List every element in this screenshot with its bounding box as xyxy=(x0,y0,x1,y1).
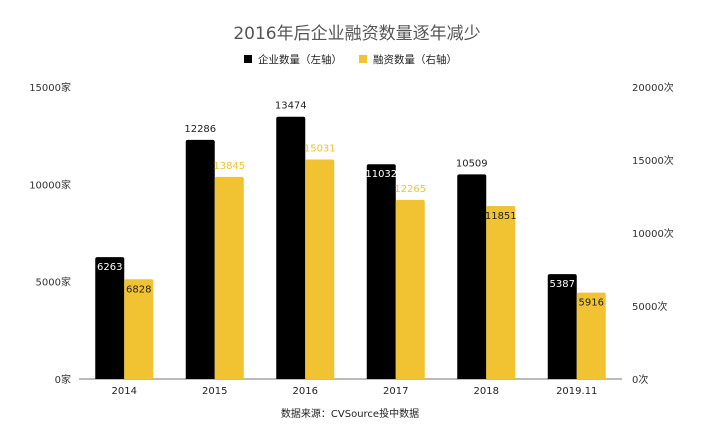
data-label-financings: 5916 xyxy=(579,298,604,309)
x-tick-label: 2016 xyxy=(293,386,318,397)
data-label-financings: 15031 xyxy=(304,144,336,155)
legend: 企业数量（左轴） 融资数量（右轴） xyxy=(244,53,457,66)
right-tick-label: 10000次 xyxy=(632,227,674,240)
bar-financings xyxy=(395,199,425,379)
x-tick-label: 2015 xyxy=(202,386,227,397)
x-axis: 2014 2015 2016 2017 2018 2019.11 xyxy=(112,386,598,397)
data-label-companies: 10509 xyxy=(456,158,488,169)
bar-companies xyxy=(366,164,396,379)
bar-financings xyxy=(214,176,244,379)
legend-swatch-financings xyxy=(359,55,367,63)
bar-financings xyxy=(576,292,606,379)
data-label-companies: 6263 xyxy=(97,262,122,273)
bar-companies xyxy=(185,139,215,379)
left-axis: 0家 5000家 10000家 15000家 xyxy=(29,81,71,386)
x-tick-label: 2018 xyxy=(474,386,499,397)
bar-financings xyxy=(124,279,154,379)
right-tick-label: 20000次 xyxy=(632,81,674,94)
bar-financings xyxy=(305,159,335,379)
bar-companies xyxy=(276,116,306,380)
right-axis: 0次 5000次 10000次 15000次 20000次 xyxy=(632,81,674,386)
data-label-financings: 6828 xyxy=(126,284,151,295)
right-tick-label: 5000次 xyxy=(632,300,667,313)
legend-label-financings: 融资数量（右轴） xyxy=(373,53,457,66)
left-tick-label: 10000家 xyxy=(29,178,71,191)
data-label-financings: 13845 xyxy=(213,161,245,172)
left-tick-label: 0家 xyxy=(55,373,71,386)
x-tick-label: 2014 xyxy=(112,386,137,397)
data-label-financings: 11851 xyxy=(485,211,517,222)
source-note: 数据来源：CVSource投中数据 xyxy=(281,407,419,420)
x-tick-label: 2019.11 xyxy=(556,386,597,397)
data-label-companies: 5387 xyxy=(550,279,575,290)
legend-swatch-companies xyxy=(244,55,252,63)
left-tick-label: 5000家 xyxy=(36,276,71,289)
bar-financings xyxy=(486,205,516,379)
chart-title: 2016年后企业融资数量逐年减少 xyxy=(233,24,480,44)
bar-companies xyxy=(547,274,577,379)
left-tick-label: 15000家 xyxy=(29,81,71,94)
data-label-companies: 12286 xyxy=(184,124,216,135)
legend-label-companies: 企业数量（左轴） xyxy=(258,53,342,66)
bars: 6263 6828 12286 13845 13474 15031 11032 12265 10… xyxy=(95,101,606,380)
bar-companies xyxy=(457,174,487,379)
data-label-financings: 12265 xyxy=(394,184,426,195)
data-label-companies: 11032 xyxy=(365,169,397,180)
bar-companies xyxy=(95,257,125,379)
right-tick-label: 15000次 xyxy=(632,154,674,167)
data-label-companies: 13474 xyxy=(275,101,307,112)
x-tick-label: 2017 xyxy=(383,386,408,397)
right-tick-label: 0次 xyxy=(632,373,648,386)
